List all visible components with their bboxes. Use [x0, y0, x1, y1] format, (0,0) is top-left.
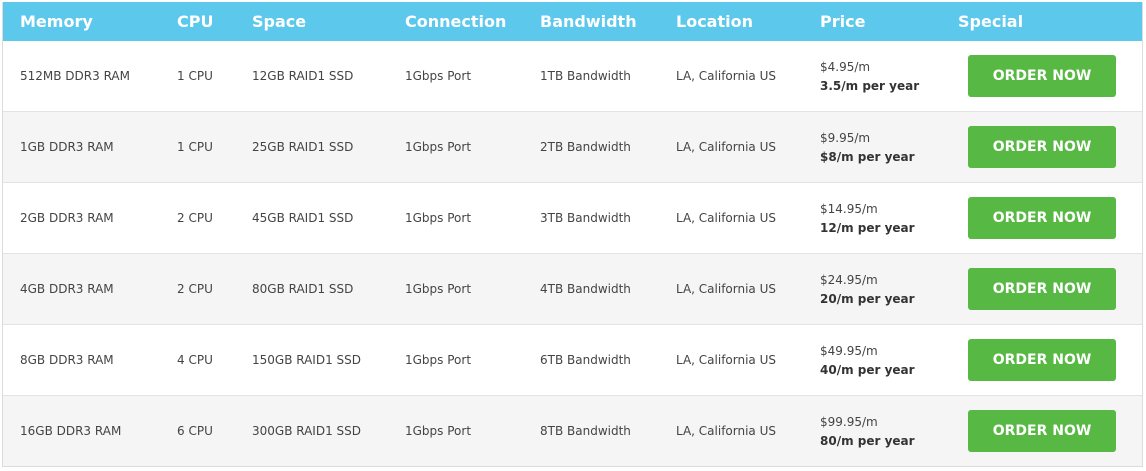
- price-cell: $49.95/m 40/m per year: [803, 344, 941, 377]
- order-now-button[interactable]: ORDER NOW: [968, 126, 1116, 168]
- bandwidth-cell: 8TB Bandwidth: [540, 424, 631, 438]
- yearly-price: 80/m per year: [820, 433, 915, 448]
- monthly-price: $49.95/m: [820, 343, 878, 358]
- order-now-button[interactable]: ORDER NOW: [968, 410, 1116, 452]
- yearly-price: $8/m per year: [820, 149, 915, 164]
- column-header-bandwidth: Bandwidth: [540, 12, 637, 31]
- order-now-button[interactable]: ORDER NOW: [968, 339, 1116, 381]
- yearly-price: 3.5/m per year: [820, 78, 920, 93]
- special-cell: ORDER NOW: [941, 339, 1142, 381]
- monthly-price: $4.95/m: [820, 59, 871, 74]
- monthly-price: $14.95/m: [820, 201, 878, 216]
- cpu-cell: 2 CPU: [177, 282, 213, 296]
- space-cell: 45GB RAID1 SSD: [252, 211, 354, 225]
- location-cell: LA, California US: [676, 353, 776, 367]
- column-header-cpu: CPU: [177, 12, 214, 31]
- bandwidth-cell: 4TB Bandwidth: [540, 282, 631, 296]
- memory-cell: 512MB DDR3 RAM: [20, 69, 130, 83]
- space-cell: 150GB RAID1 SSD: [252, 353, 362, 367]
- connection-cell: 1Gbps Port: [405, 140, 472, 154]
- location-cell: LA, California US: [676, 282, 776, 296]
- special-cell: ORDER NOW: [941, 197, 1142, 239]
- monthly-price: $24.95/m: [820, 272, 878, 287]
- cpu-cell: 6 CPU: [177, 424, 213, 438]
- table-row: 16GB DDR3 RAM 6 CPU 300GB RAID1 SSD 1Gbps P…: [3, 396, 1142, 466]
- order-now-button[interactable]: ORDER NOW: [968, 268, 1116, 310]
- order-now-button[interactable]: ORDER NOW: [968, 55, 1116, 97]
- table-body: 512MB DDR3 RAM 1 CPU 12GB RAID1 SSD 1Gbps P…: [3, 41, 1142, 466]
- connection-cell: 1Gbps Port: [405, 69, 472, 83]
- table-row: 1GB DDR3 RAM 1 CPU 25GB RAID1 SSD 1Gbps Por…: [3, 112, 1142, 183]
- memory-cell: 16GB DDR3 RAM: [20, 424, 122, 438]
- memory-cell: 4GB DDR3 RAM: [20, 282, 114, 296]
- space-cell: 12GB RAID1 SSD: [252, 69, 354, 83]
- location-cell: LA, California US: [676, 424, 776, 438]
- table-row: 4GB DDR3 RAM 2 CPU 80GB RAID1 SSD 1Gbps Por…: [3, 254, 1142, 325]
- column-header-price: Price: [820, 12, 866, 31]
- connection-cell: 1Gbps Port: [405, 282, 472, 296]
- bandwidth-cell: 2TB Bandwidth: [540, 140, 631, 154]
- column-header-location: Location: [676, 12, 753, 31]
- column-header-memory: Memory: [20, 12, 93, 31]
- yearly-price: 12/m per year: [820, 220, 915, 235]
- column-header-special: Special: [958, 12, 1024, 31]
- column-header-connection: Connection: [405, 12, 507, 31]
- price-cell: $4.95/m 3.5/m per year: [803, 60, 941, 93]
- table-row: 2GB DDR3 RAM 2 CPU 45GB RAID1 SSD 1Gbps Por…: [3, 183, 1142, 254]
- connection-cell: 1Gbps Port: [405, 424, 472, 438]
- location-cell: LA, California US: [676, 140, 776, 154]
- table-row: 512MB DDR3 RAM 1 CPU 12GB RAID1 SSD 1Gbps P…: [3, 41, 1142, 112]
- memory-cell: 8GB DDR3 RAM: [20, 353, 114, 367]
- special-cell: ORDER NOW: [941, 126, 1142, 168]
- yearly-price: 20/m per year: [820, 291, 915, 306]
- cpu-cell: 4 CPU: [177, 353, 213, 367]
- memory-cell: 1GB DDR3 RAM: [20, 140, 114, 154]
- cpu-cell: 1 CPU: [177, 69, 213, 83]
- space-cell: 80GB RAID1 SSD: [252, 282, 354, 296]
- memory-cell: 2GB DDR3 RAM: [20, 211, 114, 225]
- order-now-button[interactable]: ORDER NOW: [968, 197, 1116, 239]
- monthly-price: $99.95/m: [820, 414, 878, 429]
- connection-cell: 1Gbps Port: [405, 211, 472, 225]
- space-cell: 300GB RAID1 SSD: [252, 424, 362, 438]
- location-cell: LA, California US: [676, 69, 776, 83]
- table-row: 8GB DDR3 RAM 4 CPU 150GB RAID1 SSD 1Gbps Po…: [3, 325, 1142, 396]
- price-cell: $24.95/m 20/m per year: [803, 273, 941, 306]
- price-cell: $99.95/m 80/m per year: [803, 415, 941, 448]
- price-cell: $9.95/m $8/m per year: [803, 131, 941, 164]
- cpu-cell: 1 CPU: [177, 140, 213, 154]
- special-cell: ORDER NOW: [941, 268, 1142, 310]
- price-cell: $14.95/m 12/m per year: [803, 202, 941, 235]
- column-header-space: Space: [252, 12, 307, 31]
- monthly-price: $9.95/m: [820, 130, 871, 145]
- connection-cell: 1Gbps Port: [405, 353, 472, 367]
- bandwidth-cell: 3TB Bandwidth: [540, 211, 631, 225]
- cpu-cell: 2 CPU: [177, 211, 213, 225]
- bandwidth-cell: 1TB Bandwidth: [540, 69, 631, 83]
- special-cell: ORDER NOW: [941, 410, 1142, 452]
- yearly-price: 40/m per year: [820, 362, 915, 377]
- special-cell: ORDER NOW: [941, 55, 1142, 97]
- space-cell: 25GB RAID1 SSD: [252, 140, 354, 154]
- location-cell: LA, California US: [676, 211, 776, 225]
- table-header: Memory CPU Space Connection Bandwidth Locatio…: [3, 2, 1142, 41]
- bandwidth-cell: 6TB Bandwidth: [540, 353, 631, 367]
